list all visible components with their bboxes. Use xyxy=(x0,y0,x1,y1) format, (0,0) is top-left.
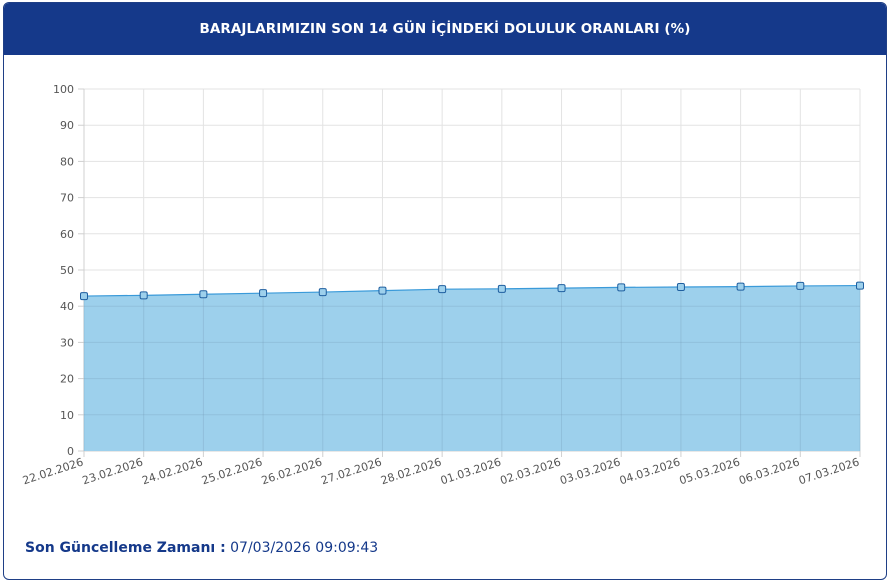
x-tick-label: 27.02.2026 xyxy=(319,455,383,487)
data-point xyxy=(856,281,864,290)
dam-occupancy-chart: 0 10 20 30 40 50 60 70 80 90 100 22.02.202623.02.20… xyxy=(21,83,864,487)
y-tick-label: 0 xyxy=(67,445,74,458)
chart-header: BARAJLARIMIZIN SON 14 GÜN İÇİNDEKİ DOLUL… xyxy=(4,3,886,55)
y-tick-label: 90 xyxy=(60,119,74,132)
x-tick-label: 23.02.2026 xyxy=(81,455,145,487)
chart-card: BARAJLARIMIZIN SON 14 GÜN İÇİNDEKİ DOLUL… xyxy=(3,2,887,580)
data-point xyxy=(438,285,447,294)
data-point xyxy=(736,282,745,291)
x-tick-label: 28.02.2026 xyxy=(379,455,443,487)
data-point xyxy=(617,283,626,292)
x-tick-label: 04.03.2026 xyxy=(618,455,682,487)
y-tick-label: 70 xyxy=(60,192,74,205)
data-point xyxy=(259,289,268,298)
series-line xyxy=(83,284,861,297)
y-tick-label: 60 xyxy=(60,228,74,241)
x-tick-label: 22.02.2026 xyxy=(21,455,85,487)
data-point xyxy=(796,281,805,290)
y-tick-label: 20 xyxy=(60,373,74,386)
y-tick-label: 10 xyxy=(60,409,74,422)
x-tick-label: 26.02.2026 xyxy=(260,455,324,487)
y-tick-label: 30 xyxy=(60,336,74,349)
data-point xyxy=(497,284,506,293)
x-tick-label: 03.03.2026 xyxy=(558,455,622,487)
last-updated-value: 07/03/2026 09:09:43 xyxy=(230,540,379,556)
x-tick-label: 07.03.2026 xyxy=(797,455,861,487)
data-point xyxy=(80,292,88,301)
data-point xyxy=(318,288,327,297)
data-point xyxy=(676,283,685,292)
x-tick-label: 02.03.2026 xyxy=(499,455,563,487)
chart-title: BARAJLARIMIZIN SON 14 GÜN İÇİNDEKİ DOLUL… xyxy=(199,21,691,37)
chart-area: 0 10 20 30 40 50 60 70 80 90 100 22.02.2026 23.02.20… xyxy=(4,55,886,515)
x-tick-label: 01.03.2026 xyxy=(439,455,503,487)
last-updated: Son Güncelleme Zamanı : 07/03/2026 09:09… xyxy=(25,540,378,556)
y-tick-label: 40 xyxy=(60,300,74,313)
data-point xyxy=(378,286,387,295)
data-point xyxy=(199,290,208,299)
x-tick-label: 25.02.2026 xyxy=(200,455,264,487)
y-tick-label: 50 xyxy=(60,264,74,277)
data-point xyxy=(557,284,566,293)
x-tick-label: 06.03.2026 xyxy=(737,455,801,487)
y-tick-label: 80 xyxy=(60,155,74,168)
data-point xyxy=(139,291,148,300)
last-updated-label: Son Güncelleme Zamanı : xyxy=(25,540,226,556)
y-tick-label: 100 xyxy=(53,83,74,96)
x-tick-label: 24.02.2026 xyxy=(140,455,204,487)
x-tick-label: 05.03.2026 xyxy=(678,455,742,487)
series-area xyxy=(84,285,860,451)
